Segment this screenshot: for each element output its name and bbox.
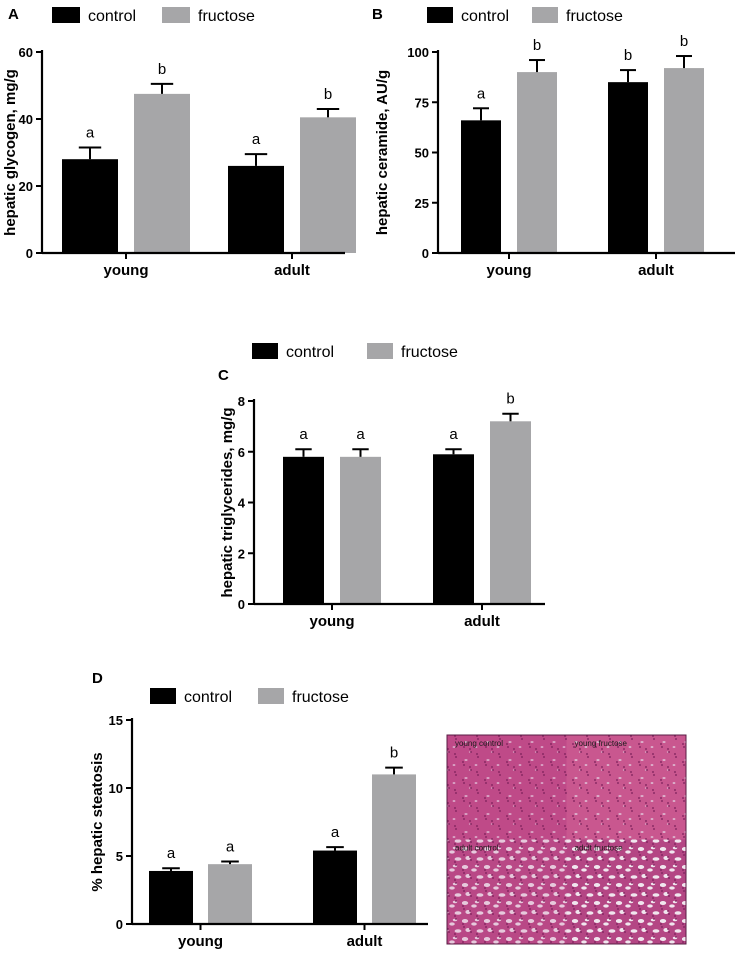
significance-letter: a [167,845,176,862]
significance-letter: a [449,426,458,443]
legend-label-fructose: fructose [292,689,349,706]
x-tick-label: adult [347,933,383,950]
significance-letter: a [331,824,340,841]
legend-swatch-fructose [532,7,558,23]
y-tick-label: 2 [238,546,245,561]
significance-letter: b [390,745,398,762]
bar-fructose-young [134,93,190,253]
x-tick-label: young [310,613,355,630]
bar-control-young [149,870,193,924]
micrograph-quadrant [566,839,686,944]
y-axis-label: hepatic glycogen, mg/g [2,69,19,236]
panel-letter: D [92,670,103,687]
y-tick-label: 10 [109,781,123,796]
micrograph-label: adult control [455,844,499,853]
x-tick-label: adult [638,262,674,279]
bar-fructose-young [517,72,557,253]
panel-letter: B [372,6,383,23]
legend-label-control: control [88,8,136,25]
legend-swatch-fructose [258,688,284,704]
y-tick-label: 0 [116,917,123,932]
bar-control-adult [313,850,357,924]
significance-letter: b [533,37,541,54]
significance-letter: a [86,124,95,141]
micrograph-border [446,734,687,945]
y-tick-label: 20 [19,179,33,194]
y-tick-label: 0 [238,597,245,612]
significance-letter: b [680,33,688,50]
bar-fructose-young [340,456,381,604]
bar-fructose-young [208,864,252,924]
y-tick-label: 0 [422,246,429,261]
micrograph-label: young control [455,739,503,748]
bar-control-young [62,159,118,253]
bar-control-young [283,456,324,604]
legend-swatch-control [52,7,80,23]
legend-label-control: control [286,344,334,361]
y-axis-label: % hepatic steatosis [89,752,106,891]
significance-letter: b [324,86,332,103]
y-tick-label: 25 [415,196,429,211]
significance-letter: b [624,47,632,64]
legend-label-fructose: fructose [401,344,458,361]
y-tick-label: 0 [26,246,33,261]
x-tick-label: young [104,262,149,279]
legend-swatch-control [252,343,278,359]
bar-control-adult [228,165,284,253]
bar-control-adult [433,454,474,604]
y-tick-label: 15 [109,713,123,728]
significance-letter: a [356,426,365,443]
y-tick-label: 6 [238,445,245,460]
y-tick-label: 100 [407,45,429,60]
bar-fructose-adult [490,421,531,604]
legend-swatch-fructose [162,7,190,23]
legend-swatch-fructose [367,343,393,359]
y-tick-label: 75 [415,95,429,110]
bar-fructose-adult [372,774,416,924]
bar-fructose-adult [300,117,356,253]
y-tick-label: 4 [238,496,246,511]
y-tick-label: 50 [415,146,429,161]
x-tick-label: adult [274,262,310,279]
legend-label-fructose: fructose [198,8,255,25]
y-tick-label: 5 [116,849,123,864]
panel-letter: A [8,6,19,23]
micrograph-quadrant [447,839,567,944]
significance-letter: b [506,391,514,408]
x-tick-label: young [487,262,532,279]
micrograph-quadrant [447,735,567,840]
significance-letter: a [477,85,486,102]
y-tick-label: 8 [238,394,245,409]
micrograph-label: young fructose [575,739,628,748]
legend-label-control: control [184,689,232,706]
panel-letter: C [218,367,229,384]
bar-fructose-adult [664,68,704,253]
legend-label-fructose: fructose [566,8,623,25]
bar-control-young [461,120,501,253]
y-tick-label: 40 [19,112,33,127]
bar-control-adult [608,82,648,254]
y-axis-label: hepatic triglycerides, mg/g [219,407,236,597]
legend-swatch-control [427,7,453,23]
significance-letter: a [226,838,235,855]
x-tick-label: adult [464,613,500,630]
micrograph-label: adult fructose [575,844,624,853]
legend-label-control: control [461,8,509,25]
legend-swatch-control [150,688,176,704]
significance-letter: a [252,131,261,148]
significance-letter: a [299,426,308,443]
x-tick-label: young [178,933,223,950]
significance-letter: b [158,61,166,78]
y-axis-label: hepatic ceramide, AU/g [374,70,391,235]
micrograph-quadrant [566,735,686,840]
y-tick-label: 60 [19,45,33,60]
micrograph: young control young fructose adult control… [446,734,687,945]
